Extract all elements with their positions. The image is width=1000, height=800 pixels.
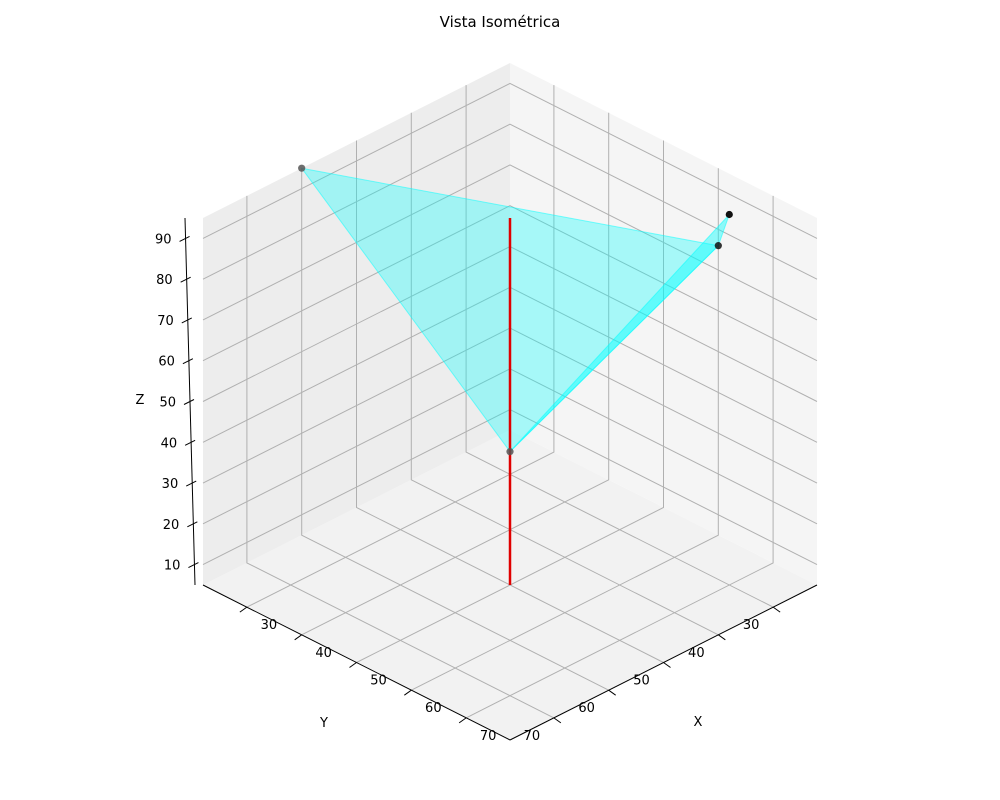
y-tick-label: 60 bbox=[578, 701, 595, 716]
x-tick-label: 30 bbox=[261, 618, 278, 633]
plot-marks bbox=[298, 164, 733, 585]
gridline-x bbox=[411, 168, 719, 691]
z-tick-label: 20 bbox=[163, 518, 180, 533]
x-axis-label: X bbox=[694, 715, 703, 730]
gridline-z bbox=[202, 164, 818, 321]
gridline-y bbox=[301, 168, 609, 691]
y-tick-label: 40 bbox=[688, 646, 705, 661]
y-axis-label: Y bbox=[319, 716, 328, 731]
x-tick-mark bbox=[404, 689, 412, 696]
gridline-x bbox=[246, 85, 555, 608]
z-tick-mark bbox=[187, 521, 198, 528]
x-tick-mark bbox=[349, 662, 357, 668]
y-tick-label: 70 bbox=[524, 729, 541, 744]
z-tick-mark bbox=[181, 317, 193, 324]
gridline-y bbox=[356, 140, 664, 663]
y-tick-mark bbox=[608, 689, 616, 696]
gridline-z bbox=[202, 82, 818, 239]
z-tick-mark bbox=[188, 562, 199, 569]
z-tick-label: 60 bbox=[158, 355, 175, 370]
data-point-4 bbox=[506, 448, 514, 456]
z-tick-mark bbox=[179, 235, 190, 242]
gridline-x bbox=[301, 112, 610, 636]
z-tick-mark bbox=[180, 276, 191, 283]
y-tick-mark bbox=[663, 662, 671, 668]
y-tick-mark bbox=[718, 634, 726, 641]
z-tick-label: 40 bbox=[161, 436, 178, 451]
z-tick-mark bbox=[183, 399, 195, 405]
z-tick-label: 50 bbox=[159, 396, 176, 411]
x-tick-label: 40 bbox=[315, 646, 332, 661]
gridline-z bbox=[202, 205, 818, 362]
z-tick-label: 90 bbox=[155, 232, 172, 247]
y-tick-mark bbox=[553, 717, 562, 724]
z-tick-mark bbox=[185, 480, 197, 487]
data-point-3 bbox=[725, 210, 733, 219]
surface-triangle-2 bbox=[509, 214, 730, 452]
data-point-2 bbox=[714, 242, 722, 250]
y-tick-label: 50 bbox=[633, 674, 650, 689]
gridline-x bbox=[465, 195, 774, 719]
z-tick-label: 10 bbox=[164, 559, 181, 574]
gridline-y bbox=[410, 112, 719, 636]
z-tick-mark bbox=[182, 358, 194, 365]
z-tick-label: 70 bbox=[157, 314, 174, 329]
x-tick-mark bbox=[294, 634, 302, 641]
x-tick-label: 70 bbox=[480, 729, 497, 744]
z-axis-label: Z bbox=[136, 393, 145, 408]
gridline-x bbox=[356, 140, 664, 663]
gridline-y bbox=[246, 195, 555, 719]
y-tick-mark bbox=[772, 606, 781, 613]
z-tick-mark bbox=[184, 439, 196, 446]
x-tick-label: 60 bbox=[425, 701, 442, 716]
y-tick-label: 30 bbox=[743, 618, 760, 633]
x-tick-mark bbox=[239, 606, 248, 613]
gridline-z bbox=[202, 123, 818, 280]
chart-title: Vista Isométrica bbox=[440, 13, 561, 31]
data-point-1 bbox=[298, 164, 306, 172]
z-tick-label: 80 bbox=[156, 273, 173, 288]
x-tick-mark bbox=[458, 717, 467, 724]
gridline-y bbox=[465, 85, 774, 608]
x-tick-label: 50 bbox=[370, 674, 387, 689]
axes: 30 40 50 60 70 30 40 50 60 70 10 20 30 40 50 60 70 80 90 bbox=[155, 217, 818, 744]
z-tick-label: 30 bbox=[162, 477, 179, 492]
